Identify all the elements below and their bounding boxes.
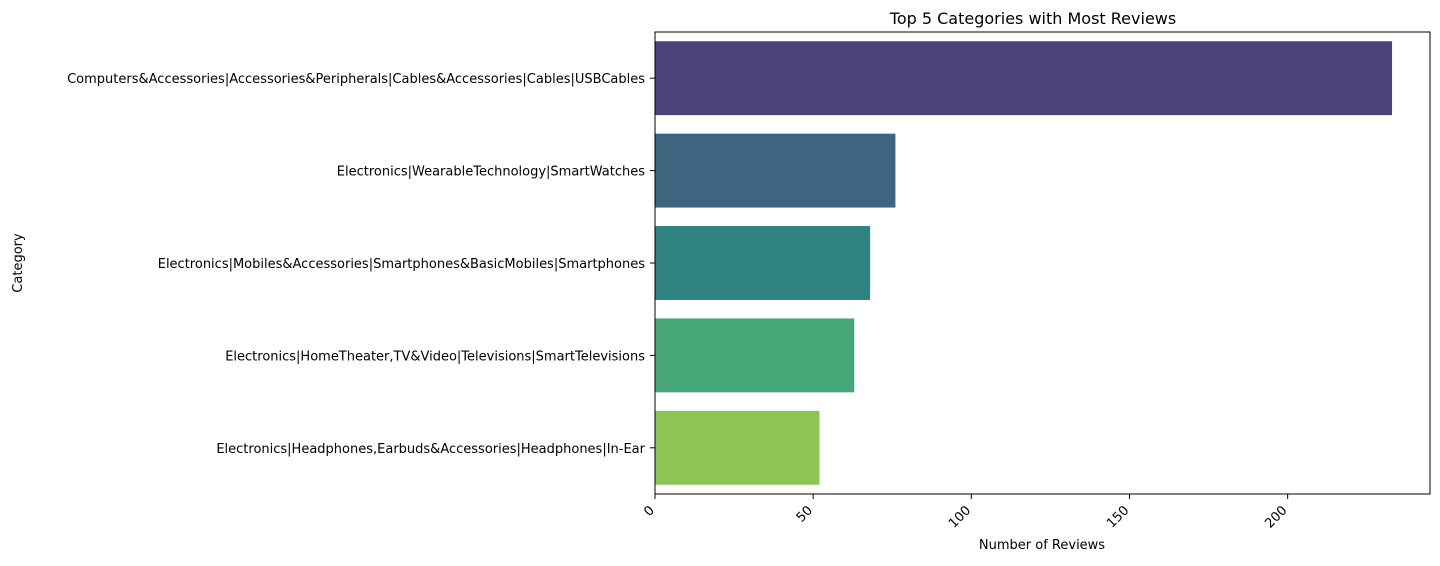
y-axis-label: Category [11,233,26,293]
bar [655,133,896,208]
x-tick-label: 100 [946,503,974,531]
axes-frame [654,31,1431,495]
y-tick-label: Electronics|WearableTechnology|SmartWatc… [337,165,645,180]
chart-title: Top 5 Categories with Most Reviews [889,9,1176,28]
plot-border [654,31,1431,495]
bar [655,410,820,485]
y-tick-label: Computers&Accessories|Accessories&Periph… [67,72,645,87]
x-tick-label: 0 [641,503,657,519]
x-tick-label: 200 [1262,503,1290,531]
y-tick-label: Electronics|Mobiles&Accessories|Smartpho… [158,257,645,272]
bar [655,41,1393,116]
x-tick-layer: 0 50 100 150 200 [641,494,1290,531]
bar [655,226,871,300]
bar [655,318,855,393]
y-tick-layer: Computers&Accessories|Accessories&Periph… [67,72,655,457]
x-tick-label: 150 [1104,503,1132,531]
y-tick-label: Electronics|Headphones,Earbuds&Accessori… [216,442,645,457]
x-tick-label: 50 [794,503,816,525]
y-tick-label: Electronics|HomeTheater,TV&Video|Televis… [225,349,645,364]
x-axis-label: Number of Reviews [979,538,1105,553]
bars-layer [655,41,1393,485]
